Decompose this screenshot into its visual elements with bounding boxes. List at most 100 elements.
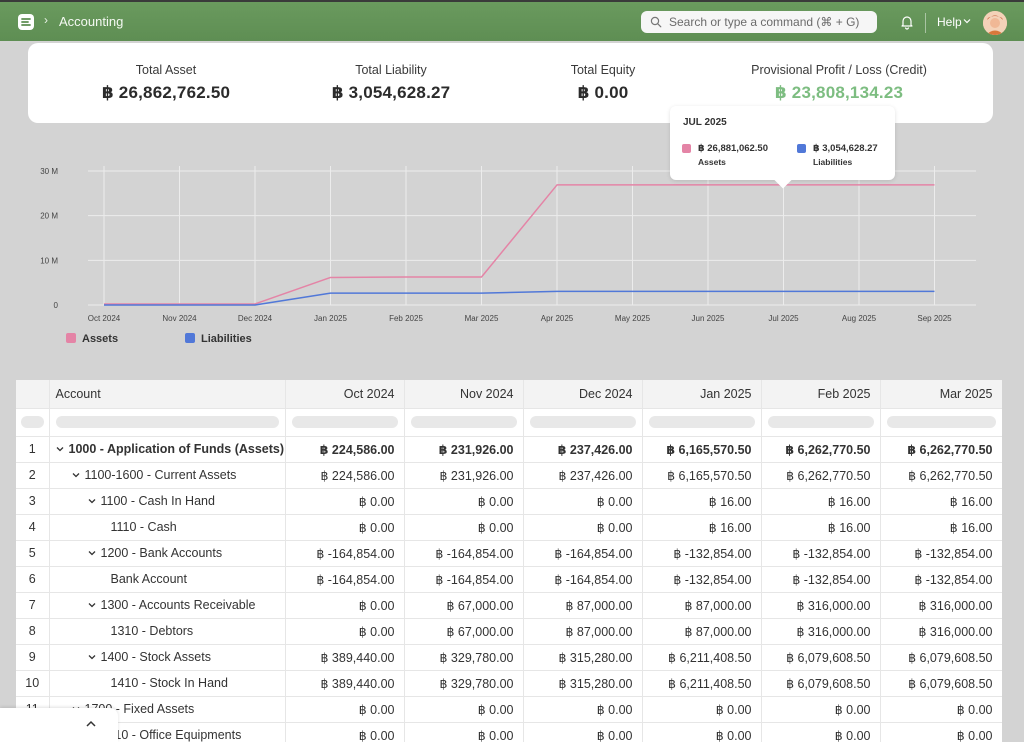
amount-cell[interactable]: ฿ 6,262,770.50 [880, 462, 1002, 489]
account-cell[interactable]: 1310 - Debtors [49, 618, 286, 645]
amount-cell[interactable]: ฿ 6,079,608.50 [880, 670, 1002, 697]
chevron-down-icon[interactable] [88, 550, 96, 556]
amount-cell[interactable]: ฿ 0.00 [523, 696, 643, 723]
amount-cell[interactable]: ฿ -164,854.00 [404, 540, 524, 567]
account-cell[interactable]: 1400 - Stock Assets [49, 644, 286, 671]
user-avatar[interactable] [983, 11, 1007, 35]
amount-cell[interactable]: ฿ 316,000.00 [880, 618, 1002, 645]
amount-cell[interactable]: ฿ 224,586.00 [285, 436, 405, 463]
amount-cell[interactable]: ฿ 0.00 [285, 696, 405, 723]
amount-cell[interactable]: ฿ 0.00 [285, 514, 405, 541]
column-header-oct-2024[interactable]: Oct 2024 [285, 380, 405, 409]
amount-cell[interactable]: ฿ 6,262,770.50 [761, 436, 881, 463]
chevron-down-icon[interactable] [88, 498, 96, 504]
amount-cell[interactable]: ฿ 0.00 [404, 722, 524, 742]
table-row[interactable]: 3 1100 - Cash In Hand ฿ 0.00 ฿ 0.00 ฿ 0.00 ฿ … [16, 488, 1002, 515]
column-header-feb-2025[interactable]: Feb 2025 [761, 380, 881, 409]
table-row[interactable]: 1 1000 - Application of Funds (Assets) ฿ 2… [16, 436, 1002, 463]
chevron-down-icon[interactable] [88, 654, 96, 660]
account-cell[interactable]: 1200 - Bank Accounts [49, 540, 286, 567]
filter-cell[interactable] [404, 408, 524, 437]
filter-cell[interactable] [642, 408, 762, 437]
column-header-mar-2025[interactable]: Mar 2025 [880, 380, 1002, 409]
amount-cell[interactable]: ฿ -132,854.00 [880, 540, 1002, 567]
amount-cell[interactable]: ฿ 16.00 [642, 514, 762, 541]
amount-cell[interactable]: ฿ 231,926.00 [404, 436, 524, 463]
column-header-jan-2025[interactable]: Jan 2025 [642, 380, 762, 409]
account-cell[interactable]: 1100 - Cash In Hand [49, 488, 286, 515]
amount-cell[interactable]: ฿ 231,926.00 [404, 462, 524, 489]
amount-cell[interactable]: ฿ 0.00 [523, 514, 643, 541]
table-row[interactable]: 6 Bank Account ฿ -164,854.00 ฿ -164,854.00 ฿… [16, 566, 1002, 593]
table-row[interactable]: 7 1300 - Accounts Receivable ฿ 0.00 ฿ 67,00… [16, 592, 1002, 619]
amount-cell[interactable]: ฿ 315,280.00 [523, 670, 643, 697]
amount-cell[interactable]: ฿ -132,854.00 [761, 540, 881, 567]
chevron-up-icon[interactable] [86, 720, 96, 727]
amount-cell[interactable]: ฿ 316,000.00 [880, 592, 1002, 619]
table-row[interactable]: 111700 - Fixed Assets฿ 0.00฿ 0.00฿ 0.00฿… [16, 696, 1002, 723]
amount-cell[interactable]: ฿ 6,211,408.50 [642, 644, 762, 671]
table-row[interactable]: 10 1410 - Stock In Hand ฿ 389,440.00 ฿ 329,… [16, 670, 1002, 697]
chevron-down-icon[interactable] [963, 18, 971, 24]
amount-cell[interactable]: ฿ 67,000.00 [404, 618, 524, 645]
amount-cell[interactable]: ฿ 6,262,770.50 [761, 462, 881, 489]
amount-cell[interactable]: ฿ -132,854.00 [880, 566, 1002, 593]
amount-cell[interactable]: ฿ -164,854.00 [404, 566, 524, 593]
column-header-dec-2024[interactable]: Dec 2024 [523, 380, 643, 409]
table-row[interactable]: 4 1110 - Cash ฿ 0.00 ฿ 0.00 ฿ 0.00 ฿ 16.00 ฿ 1… [16, 514, 1002, 541]
amount-cell[interactable]: ฿ 16.00 [761, 488, 881, 515]
collapse-panel[interactable] [0, 708, 118, 742]
amount-cell[interactable]: ฿ 0.00 [285, 722, 405, 742]
amount-cell[interactable]: ฿ 87,000.00 [523, 618, 643, 645]
amount-cell[interactable]: ฿ 0.00 [761, 722, 881, 742]
amount-cell[interactable]: ฿ 315,280.00 [523, 644, 643, 671]
amount-cell[interactable]: ฿ 87,000.00 [642, 592, 762, 619]
amount-cell[interactable]: ฿ 0.00 [880, 722, 1002, 742]
amount-cell[interactable]: ฿ 6,165,570.50 [642, 436, 762, 463]
amount-cell[interactable]: ฿ 0.00 [285, 488, 405, 515]
table-row[interactable]: 2 1100-1600 - Current Assets ฿ 224,586.00 ฿… [16, 462, 1002, 489]
filter-cell[interactable] [880, 408, 1002, 437]
amount-cell[interactable]: ฿ -164,854.00 [285, 566, 405, 593]
amount-cell[interactable]: ฿ 6,079,608.50 [761, 670, 881, 697]
amount-cell[interactable]: ฿ 0.00 [523, 722, 643, 742]
amount-cell[interactable]: ฿ -164,854.00 [523, 566, 643, 593]
amount-cell[interactable]: ฿ 16.00 [642, 488, 762, 515]
amount-cell[interactable]: ฿ 6,079,608.50 [761, 644, 881, 671]
balance-sheet-table[interactable]: Account Oct 2024 Nov 2024 Dec 2024 Jan 2… [16, 380, 1002, 742]
amount-cell[interactable]: ฿ -164,854.00 [523, 540, 643, 567]
amount-cell[interactable]: ฿ 67,000.00 [404, 592, 524, 619]
table-row[interactable]: 8 1310 - Debtors ฿ 0.00 ฿ 67,000.00 ฿ 87,000… [16, 618, 1002, 645]
amount-cell[interactable]: ฿ 316,000.00 [761, 592, 881, 619]
table-row[interactable]: 5 1200 - Bank Accounts ฿ -164,854.00 ฿ -164… [16, 540, 1002, 567]
amount-cell[interactable]: ฿ 389,440.00 [285, 670, 405, 697]
amount-cell[interactable]: ฿ 6,262,770.50 [880, 436, 1002, 463]
amount-cell[interactable]: ฿ 0.00 [404, 488, 524, 515]
chevron-down-icon[interactable] [56, 446, 64, 452]
account-cell[interactable]: Bank Account [49, 566, 286, 593]
column-header-account[interactable]: Account [49, 380, 286, 409]
chevron-down-icon[interactable] [72, 472, 80, 478]
amount-cell[interactable]: ฿ 237,426.00 [523, 462, 643, 489]
table-row[interactable]: 121710 - Office Equipments฿ 0.00฿ 0.00฿ … [16, 722, 1002, 742]
legend-liabilities[interactable]: Liabilities [185, 333, 252, 345]
amount-cell[interactable]: ฿ 0.00 [642, 696, 762, 723]
app-logo-icon[interactable] [17, 13, 35, 31]
search-bar[interactable]: Search or type a command (⌘ + G) [641, 11, 877, 33]
amount-cell[interactable]: ฿ 16.00 [880, 488, 1002, 515]
amount-cell[interactable]: ฿ 0.00 [880, 696, 1002, 723]
amount-cell[interactable]: ฿ -132,854.00 [642, 566, 762, 593]
filter-cell[interactable] [523, 408, 643, 437]
amount-cell[interactable]: ฿ 0.00 [285, 592, 405, 619]
account-cell[interactable]: 1110 - Cash [49, 514, 286, 541]
breadcrumb-accounting[interactable]: Accounting [59, 14, 124, 29]
amount-cell[interactable]: ฿ 0.00 [642, 722, 762, 742]
amount-cell[interactable]: ฿ 0.00 [404, 514, 524, 541]
amount-cell[interactable]: ฿ 16.00 [880, 514, 1002, 541]
amount-cell[interactable]: ฿ 6,079,608.50 [880, 644, 1002, 671]
amount-cell[interactable]: ฿ 389,440.00 [285, 644, 405, 671]
amount-cell[interactable]: ฿ 6,165,570.50 [642, 462, 762, 489]
filter-cell[interactable] [761, 408, 881, 437]
account-cell[interactable]: 1300 - Accounts Receivable [49, 592, 286, 619]
account-cell[interactable]: 1000 - Application of Funds (Assets) [49, 436, 286, 463]
